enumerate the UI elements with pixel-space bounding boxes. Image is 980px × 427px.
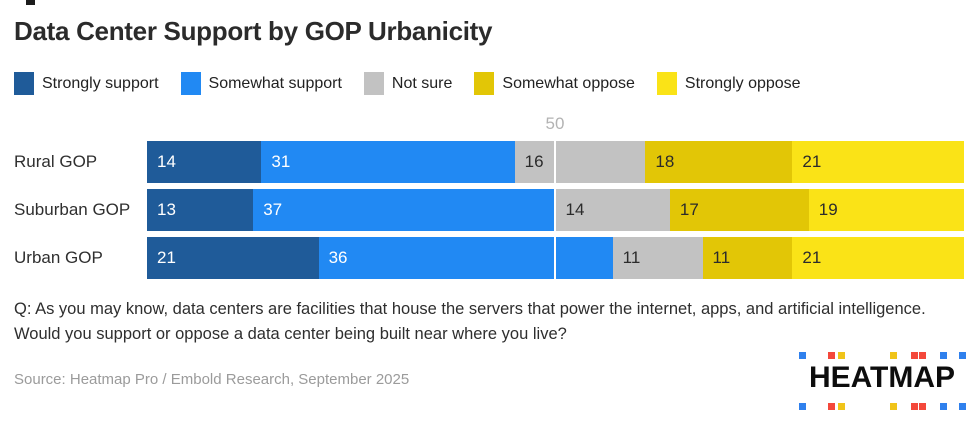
legend-label: Somewhat oppose — [502, 74, 635, 92]
page-title: Data Center Support by GOP Urbanicity — [14, 16, 493, 46]
logo-dots-top — [797, 352, 967, 359]
segment-value-label: 16 — [524, 152, 544, 171]
segment-value-label: 21 — [157, 248, 176, 267]
legend-item-strongly-support: Strongly support — [14, 72, 159, 95]
logo-dot — [828, 352, 835, 359]
bar-track: 21 36 11 11 21 — [147, 237, 964, 279]
bar-segment-somewhat-support: 36 — [318, 237, 613, 279]
logo-dot — [828, 403, 835, 410]
segment-value-label: 36 — [328, 248, 348, 267]
legend-swatch — [180, 72, 201, 95]
bar-segment-strongly-oppose: 21 — [792, 141, 964, 183]
axis-tick-label-50: 50 — [545, 114, 565, 133]
bar-segment-not-sure: 14 — [555, 189, 670, 231]
bar-segment-strongly-support: 13 — [147, 189, 254, 231]
question-text: Q: As you may know, data centers are fac… — [14, 300, 926, 343]
legend-label: Strongly oppose — [684, 74, 801, 92]
row-label: Rural GOP — [14, 152, 98, 171]
logo-text: HEATMAP — [808, 361, 956, 394]
bar-segment-strongly-support: 14 — [147, 141, 262, 183]
legend-item-not-sure: Not sure — [363, 72, 453, 95]
logo-dot — [890, 352, 897, 359]
segment-value-label: 19 — [818, 200, 838, 219]
bar-segment-somewhat-oppose: 11 — [702, 237, 793, 279]
logo-dot — [919, 352, 926, 359]
legend-item-somewhat-oppose: Somewhat oppose — [474, 72, 635, 95]
bar-rows: Rural GOP 14 31 16 18 21 Suburban GOP 13 37 14 17 1… — [0, 141, 980, 285]
bar-segment-somewhat-oppose: 18 — [645, 141, 793, 183]
stacked-bar-chart: 50 Rural GOP 14 31 16 18 21 Suburban GOP 13 37 14… — [0, 114, 980, 285]
bar-track: 14 31 16 18 21 — [147, 141, 964, 183]
logo-dot — [940, 352, 947, 359]
bar-segment-strongly-support: 21 — [147, 237, 319, 279]
row-label: Suburban GOP — [14, 200, 131, 219]
bar-row-rural-gop: Rural GOP 14 31 16 18 21 — [0, 141, 980, 183]
legend-swatch — [14, 72, 34, 95]
segment-value-label: 21 — [802, 152, 822, 171]
legend-item-somewhat-support: Somewhat support — [180, 72, 342, 95]
gridline-50 — [554, 141, 556, 279]
crop-artifact-mark — [26, 0, 35, 5]
segment-value-label: 21 — [802, 248, 822, 267]
logo-dot — [890, 403, 897, 410]
segment-value-label: 18 — [655, 152, 675, 171]
logo-dots-bottom — [797, 403, 967, 410]
logo-dot — [838, 352, 845, 359]
bar-row-suburban-gop: Suburban GOP 13 37 14 17 19 — [0, 189, 980, 231]
segment-value-label: 31 — [271, 152, 291, 171]
segment-value-label: 14 — [157, 152, 176, 171]
bar-row-urban-gop: Urban GOP 21 36 11 11 21 — [0, 237, 980, 279]
legend-swatch — [656, 72, 677, 95]
segment-value-label: 11 — [622, 248, 641, 267]
segment-value-label: 11 — [712, 248, 731, 267]
row-label: Urban GOP — [14, 248, 103, 267]
logo-dot — [959, 403, 966, 410]
source-text: Source: Heatmap Pro / Embold Research, S… — [14, 371, 410, 388]
bar-segment-strongly-oppose: 19 — [808, 189, 964, 231]
legend-label: Strongly support — [42, 74, 159, 92]
legend-label: Somewhat support — [208, 74, 342, 92]
segment-value-label: 13 — [157, 200, 176, 219]
legend-swatch — [474, 72, 495, 95]
bar-segment-somewhat-support: 31 — [261, 141, 515, 183]
bar-segment-somewhat-support: 37 — [253, 189, 556, 231]
legend-item-strongly-oppose: Strongly oppose — [656, 72, 801, 95]
bar-segment-somewhat-oppose: 17 — [669, 189, 809, 231]
heatmap-logo: HEATMAP — [797, 352, 967, 410]
legend-label: Not sure — [391, 74, 453, 92]
bar-track: 13 37 14 17 19 — [147, 189, 964, 231]
legend-swatch — [363, 72, 384, 95]
segment-value-label: 14 — [565, 200, 585, 219]
bar-segment-strongly-oppose: 21 — [792, 237, 964, 279]
logo-dot — [911, 352, 918, 359]
legend: Strongly support Somewhat support Not sure… — [14, 72, 801, 95]
bar-segment-not-sure: 11 — [612, 237, 703, 279]
segment-value-label: 17 — [679, 200, 699, 219]
bar-segment-not-sure: 16 — [514, 141, 646, 183]
logo-dot — [838, 403, 845, 410]
logo-dot — [940, 403, 947, 410]
logo-dot — [799, 403, 806, 410]
logo-dot — [799, 352, 806, 359]
logo-dot — [911, 403, 918, 410]
segment-value-label: 37 — [263, 200, 283, 219]
logo-dot — [919, 403, 926, 410]
logo-dot — [959, 352, 966, 359]
